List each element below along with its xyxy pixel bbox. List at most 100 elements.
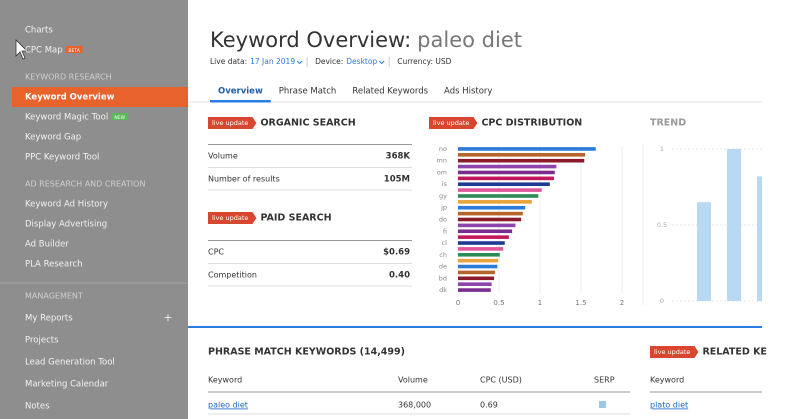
bar [458, 282, 492, 286]
section-heading: MANAGEMENT [25, 292, 83, 301]
title-text: Keyword Overview: [210, 28, 411, 52]
sidebar-item[interactable]: Lead Generation Tool [25, 358, 115, 368]
keyword-link[interactable]: plato diet [650, 401, 688, 410]
live-badge [208, 117, 257, 129]
page-title: Keyword Overview: paleo diet [210, 28, 522, 52]
sidebar-item[interactable]: CPC Map [25, 46, 63, 56]
sidebar-item[interactable]: Keyword Overview [25, 93, 115, 103]
bar [458, 229, 513, 234]
y-tick-label: is [442, 180, 448, 188]
y-tick-label: fi [443, 227, 447, 235]
live-badge [208, 212, 257, 224]
badge-text: BETA [68, 48, 80, 54]
section-title: CPC DISTRIBUTION [481, 118, 582, 129]
y-tick-label: jp [440, 204, 447, 212]
bar [458, 211, 523, 216]
sidebar-item[interactable]: Charts [25, 26, 53, 36]
metric-value: 368K [386, 152, 411, 162]
trend-bar [757, 176, 762, 301]
tab[interactable]: Ads History [444, 87, 492, 97]
cell: 0.69 [480, 401, 498, 410]
metric-value: 0.40 [389, 271, 410, 281]
badge [111, 113, 129, 120]
trend-bar [697, 202, 711, 301]
section-heading: KEYWORD RESEARCH [25, 73, 112, 82]
y-tick-label: 0 [660, 297, 664, 305]
x-tick-label: 2 [620, 299, 624, 307]
metric-value: $0.69 [383, 248, 410, 258]
bar [458, 200, 532, 204]
add-button[interactable]: + [163, 311, 172, 324]
tab[interactable]: Phrase Match [279, 87, 337, 97]
sidebar-item[interactable]: Ad Builder [25, 240, 69, 250]
subline: Device: [315, 57, 343, 66]
x-tick-label: 1 [538, 299, 542, 307]
bar [458, 188, 542, 192]
column-header: Volume [398, 376, 428, 385]
bar [458, 258, 499, 263]
y-tick-label: bd [439, 274, 447, 282]
sidebar-item[interactable]: Keyword Magic Tool [25, 113, 108, 123]
bar [458, 247, 504, 251]
subline: Currency: USD [397, 57, 451, 66]
sidebar-item[interactable]: Projects [25, 336, 59, 346]
y-tick-label: no [439, 145, 447, 153]
badge-text: live update [212, 119, 248, 127]
column-header: SERP [594, 376, 615, 385]
metric-label: Volume [208, 152, 238, 161]
section-heading: AD RESEARCH AND CREATION [25, 180, 145, 189]
bar [458, 164, 557, 169]
metric-label: Competition [208, 271, 257, 280]
badge-text: live update [654, 348, 690, 356]
x-tick-label: 0.5 [493, 299, 504, 307]
keyword-link[interactable]: paleo diet [208, 401, 248, 410]
bar [458, 194, 539, 198]
section-rule [188, 326, 762, 328]
bar [458, 241, 505, 245]
sidebar-item[interactable]: Keyword Ad History [25, 200, 108, 210]
chevron [296, 60, 303, 65]
subline[interactable]: Desktop [346, 57, 377, 66]
bar [458, 264, 498, 269]
cell: 368,000 [398, 401, 431, 410]
sidebar-item[interactable]: Notes [25, 402, 50, 412]
section-title: PHRASE MATCH KEYWORDS (14,499) [208, 347, 405, 358]
section-title: TREND [650, 118, 686, 129]
live-badge [429, 117, 478, 129]
bar [458, 270, 495, 275]
subline[interactable]: 17 Jan 2019 [250, 57, 295, 66]
bar [458, 235, 509, 239]
live-badge [650, 346, 699, 358]
y-tick-label: cl [442, 239, 448, 247]
sidebar-item[interactable]: Marketing Calendar [25, 380, 109, 390]
bar [458, 170, 555, 175]
bar [458, 182, 550, 187]
bar [458, 217, 522, 222]
bar [458, 223, 516, 228]
sidebar-item[interactable]: PPC Keyword Tool [25, 153, 99, 163]
chevron [378, 60, 385, 65]
x-tick-label: 1.5 [575, 299, 586, 307]
badge-text: NEW [114, 115, 125, 121]
y-tick-label: gy [439, 192, 447, 200]
metric-value: 105M [384, 175, 410, 185]
sidebar-item[interactable]: Keyword Gap [25, 133, 81, 143]
serp-icon[interactable] [599, 401, 606, 408]
badge [65, 46, 83, 53]
tab[interactable]: Related Keywords [352, 87, 428, 97]
section-title: ORGANIC SEARCH [260, 118, 355, 129]
section-title: PAID SEARCH [260, 213, 331, 224]
sidebar-item[interactable]: Display Advertising [25, 220, 107, 230]
metric-label: Number of results [208, 175, 280, 184]
sidebar-item[interactable]: PLA Research [25, 260, 83, 270]
bar [458, 176, 554, 181]
active-tab [210, 100, 271, 103]
y-tick-label: 0.5 [657, 221, 667, 229]
tab[interactable]: Overview [218, 87, 263, 97]
y-tick-label: om [437, 168, 447, 176]
bar [458, 252, 500, 257]
sidebar-item[interactable]: My Reports [25, 314, 73, 324]
column-header: Keyword [650, 376, 684, 385]
